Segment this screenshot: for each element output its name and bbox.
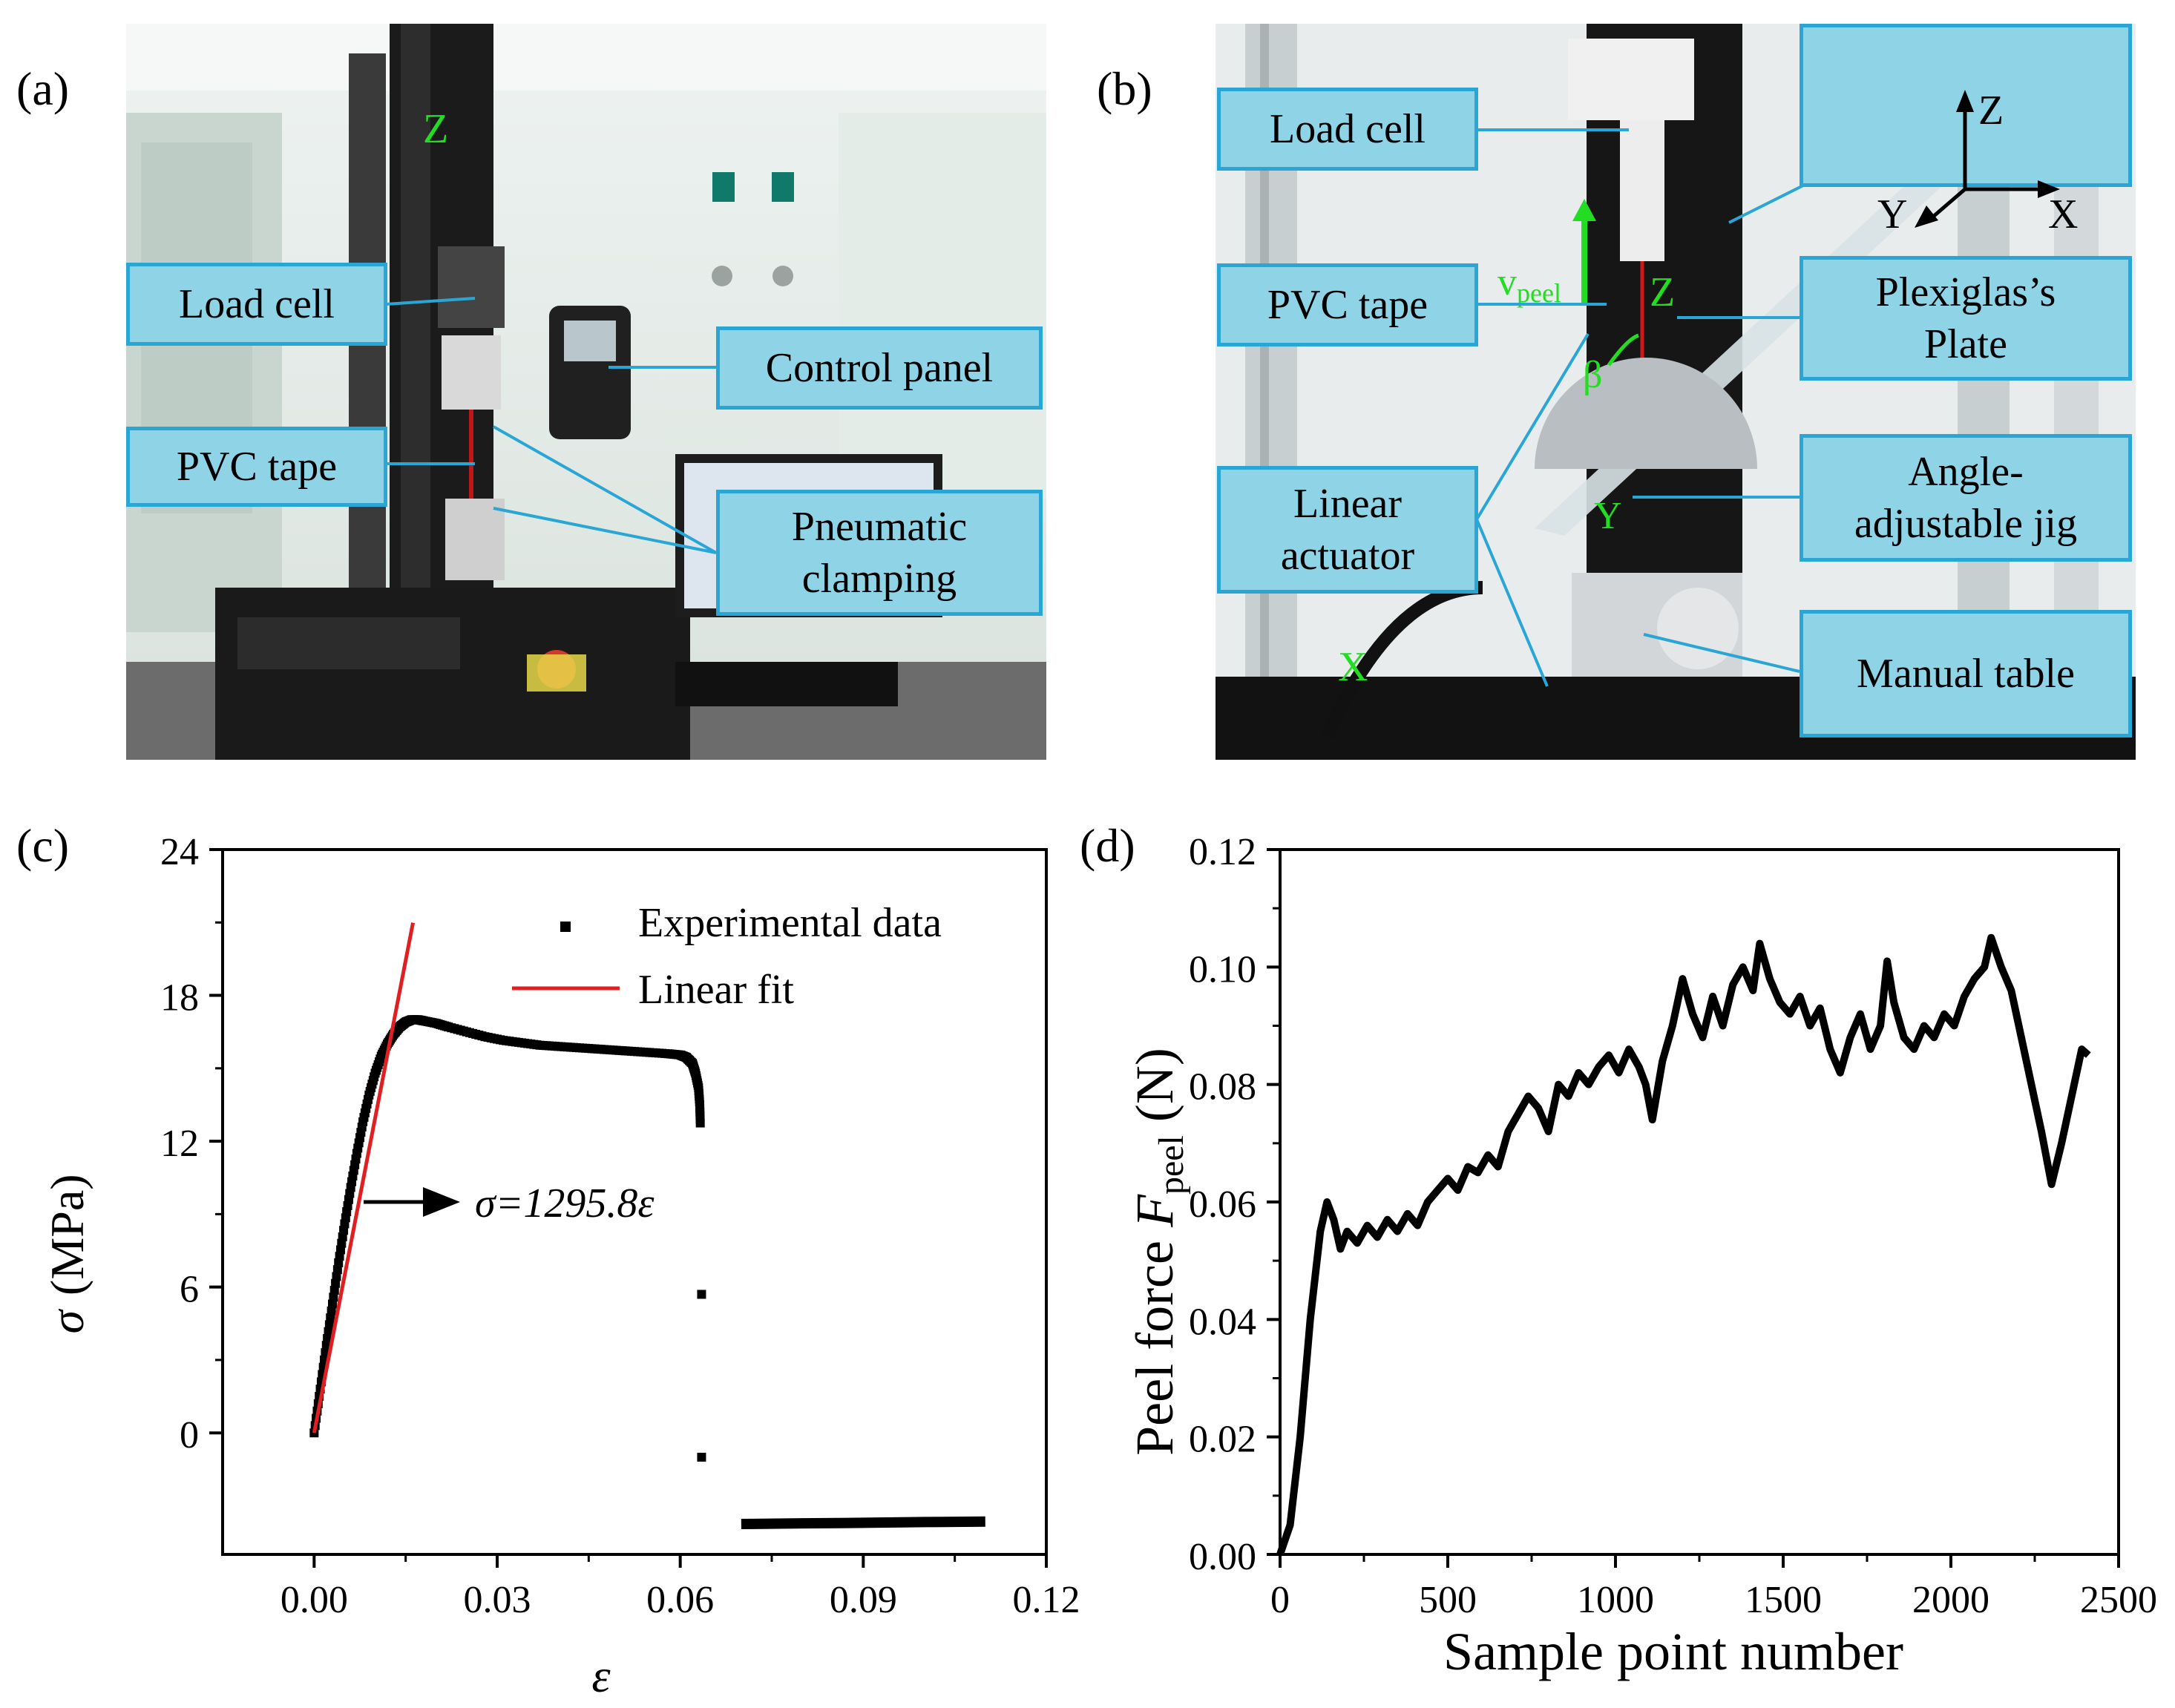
callout-a-load-cell: Load cell bbox=[126, 263, 387, 346]
chart-c-ylabel: σ(MPa) bbox=[41, 1174, 94, 1333]
annotation-text: σ=1295.8ε bbox=[475, 1180, 655, 1226]
d-xtick-label: 1500 bbox=[1745, 1579, 1822, 1621]
d-ytick-label: 0.12 bbox=[1189, 831, 1256, 873]
leader-a-pneumatic-2 bbox=[493, 507, 717, 554]
callout-b-angle-jig: Angle- adjustable jig bbox=[1800, 434, 2132, 562]
c-data-point bbox=[332, 1272, 341, 1281]
panel-b-z-label: Z bbox=[1650, 269, 1675, 315]
coordinate-frame: Z Y X bbox=[1877, 88, 2078, 237]
chart-c-ticks: 0.00 0.03 0.06 0.09 0.12 0 6 12 18 24 bbox=[160, 831, 1080, 1621]
chart-d-xlabel: Sample point number bbox=[1443, 1622, 1903, 1681]
legend-line-label: Linear fit bbox=[638, 967, 794, 1013]
c-data-point bbox=[324, 1320, 334, 1330]
c-data-point bbox=[332, 1265, 342, 1275]
panel-c-letter: (c) bbox=[16, 819, 70, 872]
panel-b-x-label: X bbox=[1338, 644, 1368, 690]
c-ytick-label: 0 bbox=[180, 1414, 199, 1456]
c-data-point bbox=[697, 1452, 706, 1462]
callout-a-pneumatic-clamping: Pneumatic clamping bbox=[716, 490, 1043, 616]
c-ytick-label: 24 bbox=[160, 831, 199, 873]
c-data-point bbox=[695, 1118, 705, 1128]
chart-d-ylabel: Peel force Fpeel (N) bbox=[1125, 1048, 1191, 1456]
c-data-point bbox=[328, 1299, 337, 1309]
leader-b-coord bbox=[1728, 184, 1804, 224]
leader-a-pneumatic-1 bbox=[493, 425, 717, 554]
c-data-point bbox=[329, 1293, 338, 1302]
d-xtick-label: 1000 bbox=[1577, 1579, 1654, 1621]
chart-c-series bbox=[309, 922, 985, 1530]
c-ytick-label: 12 bbox=[160, 1123, 199, 1165]
d-ytick-label: 0.04 bbox=[1189, 1301, 1256, 1343]
d-ytick-label: 0.10 bbox=[1189, 948, 1256, 991]
panel-b-letter: (b) bbox=[1097, 62, 1152, 115]
annotation-arrowhead bbox=[423, 1187, 460, 1217]
c-post-failure-series bbox=[741, 1516, 985, 1530]
callout-a-pvc-tape: PVC tape bbox=[126, 427, 387, 507]
c-xtick-label: 0.03 bbox=[464, 1579, 531, 1621]
panel-b-y-label: Y bbox=[1594, 495, 1622, 537]
callout-b-plexiglas-plate: Plexiglas’s Plate bbox=[1800, 256, 2132, 381]
coord-x-label: X bbox=[2048, 191, 2078, 235]
leader-a-load-cell bbox=[385, 297, 476, 306]
leader-b-actuator-1 bbox=[1475, 332, 1590, 521]
callout-b-manual-table: Manual table bbox=[1800, 610, 2132, 738]
chart-c-xlabel: ε bbox=[591, 1649, 611, 1702]
panel-b-leaders bbox=[1475, 128, 1804, 687]
d-ytick-label: 0.08 bbox=[1189, 1066, 1256, 1108]
panel-a-letter: (a) bbox=[16, 62, 70, 115]
c-data-point bbox=[321, 1341, 331, 1350]
c-data-point bbox=[331, 1278, 341, 1288]
c-data-point bbox=[323, 1333, 332, 1343]
chart-d: 0 500 1000 1500 2000 2500 0.00 0.02 0.04 0.06 0.08… bbox=[1125, 831, 2157, 1681]
chart-c: 0.00 0.03 0.06 0.09 0.12 0 6 12 18 24 Experimenta… bbox=[41, 831, 1080, 1702]
c-data-point bbox=[329, 1286, 339, 1295]
d-xtick-label: 0 bbox=[1270, 1579, 1290, 1621]
chart-d-frame bbox=[1279, 848, 2120, 1556]
d-xtick-label: 2500 bbox=[2080, 1579, 2157, 1621]
coord-y-label: Y bbox=[1877, 191, 1907, 235]
leader-b-manual-table bbox=[1643, 633, 1800, 673]
d-ytick-label: 0.06 bbox=[1189, 1183, 1256, 1226]
c-data-point bbox=[697, 1290, 706, 1299]
c-linear-fit-line bbox=[312, 922, 415, 1433]
coord-z-label: Z bbox=[1978, 88, 2004, 134]
d-xtick-label: 2000 bbox=[1912, 1579, 1989, 1621]
panel-d-letter: (d) bbox=[1080, 819, 1135, 872]
chart-d-ticks: 0 500 1000 1500 2000 2500 0.00 0.02 0.04 0.06 0.08… bbox=[1189, 831, 2157, 1621]
d-ytick-label: 0.00 bbox=[1189, 1536, 1256, 1578]
legend-scatter-marker bbox=[560, 922, 571, 932]
c-xtick-label: 0.06 bbox=[646, 1579, 714, 1621]
c-data-point bbox=[327, 1306, 336, 1316]
c-data-point bbox=[324, 1327, 333, 1336]
d-ytick-label: 0.02 bbox=[1189, 1419, 1256, 1461]
callout-a-control-panel: Control panel bbox=[716, 326, 1043, 410]
d-peel-force-line bbox=[1276, 933, 2091, 1556]
leader-b-actuator-2 bbox=[1475, 519, 1549, 687]
c-ytick-label: 18 bbox=[160, 977, 199, 1019]
chart-c-frame bbox=[221, 848, 1048, 1556]
c-xtick-label: 0.12 bbox=[1013, 1579, 1080, 1621]
panel-a-z-label: Z bbox=[423, 106, 448, 152]
chart-d-series bbox=[1276, 933, 2091, 1556]
coordinate-frame-box: Z Y X bbox=[1800, 24, 2132, 237]
callout-b-linear-actuator: Linear actuator bbox=[1217, 466, 1478, 594]
c-xtick-label: 0.00 bbox=[281, 1579, 348, 1621]
d-xtick-label: 500 bbox=[1419, 1579, 1477, 1621]
c-data-point bbox=[326, 1313, 335, 1323]
panel-a-leaders bbox=[385, 297, 717, 554]
legend-scatter-label: Experimental data bbox=[638, 900, 942, 946]
callout-b-load-cell: Load cell bbox=[1217, 88, 1478, 171]
c-xtick-label: 0.09 bbox=[830, 1579, 897, 1621]
c-ytick-label: 6 bbox=[180, 1269, 199, 1311]
callout-b-pvc-tape: PVC tape bbox=[1217, 263, 1478, 346]
beta-label: β bbox=[1583, 354, 1602, 396]
